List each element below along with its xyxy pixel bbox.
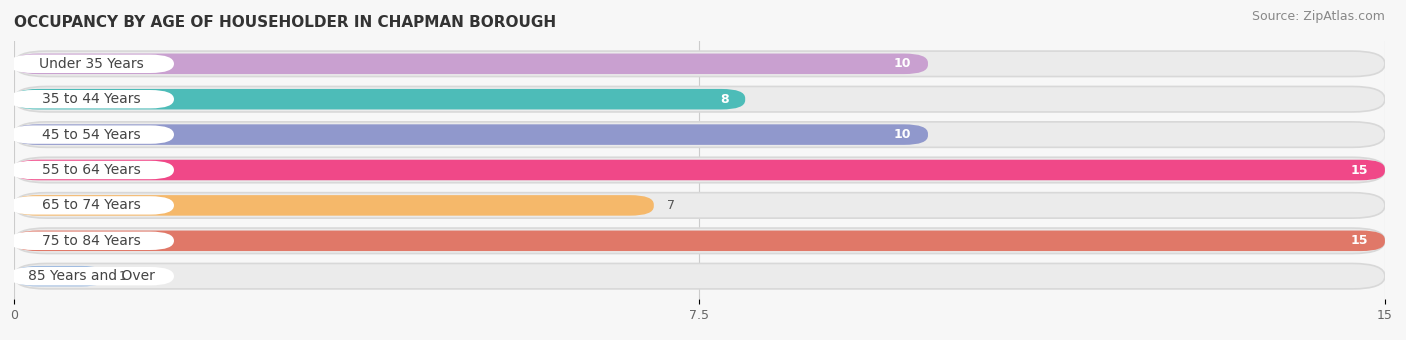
FancyBboxPatch shape — [14, 160, 1385, 180]
FancyBboxPatch shape — [10, 90, 174, 108]
FancyBboxPatch shape — [14, 53, 928, 74]
Text: Under 35 Years: Under 35 Years — [39, 57, 145, 71]
FancyBboxPatch shape — [14, 266, 105, 287]
Text: 10: 10 — [894, 128, 911, 141]
Text: 85 Years and Over: 85 Years and Over — [28, 269, 155, 283]
FancyBboxPatch shape — [14, 231, 1385, 251]
FancyBboxPatch shape — [10, 55, 174, 73]
Text: 15: 15 — [1351, 164, 1368, 176]
FancyBboxPatch shape — [14, 124, 928, 145]
Text: Source: ZipAtlas.com: Source: ZipAtlas.com — [1251, 10, 1385, 23]
FancyBboxPatch shape — [14, 122, 1385, 147]
FancyBboxPatch shape — [14, 193, 1385, 218]
FancyBboxPatch shape — [14, 157, 1385, 183]
Text: 15: 15 — [1351, 234, 1368, 247]
FancyBboxPatch shape — [10, 196, 174, 215]
Text: 75 to 84 Years: 75 to 84 Years — [42, 234, 141, 248]
Text: 8: 8 — [720, 93, 728, 106]
Text: 7: 7 — [668, 199, 675, 212]
FancyBboxPatch shape — [10, 232, 174, 250]
FancyBboxPatch shape — [14, 195, 654, 216]
Text: 10: 10 — [894, 57, 911, 70]
FancyBboxPatch shape — [10, 267, 174, 285]
FancyBboxPatch shape — [14, 89, 745, 109]
FancyBboxPatch shape — [10, 125, 174, 144]
FancyBboxPatch shape — [14, 86, 1385, 112]
FancyBboxPatch shape — [14, 264, 1385, 289]
Text: 55 to 64 Years: 55 to 64 Years — [42, 163, 141, 177]
Text: 1: 1 — [120, 270, 127, 283]
Text: 45 to 54 Years: 45 to 54 Years — [42, 128, 141, 141]
FancyBboxPatch shape — [14, 228, 1385, 254]
Text: 35 to 44 Years: 35 to 44 Years — [42, 92, 141, 106]
Text: OCCUPANCY BY AGE OF HOUSEHOLDER IN CHAPMAN BOROUGH: OCCUPANCY BY AGE OF HOUSEHOLDER IN CHAPM… — [14, 15, 557, 30]
Text: 65 to 74 Years: 65 to 74 Years — [42, 199, 141, 212]
FancyBboxPatch shape — [10, 161, 174, 179]
FancyBboxPatch shape — [14, 51, 1385, 76]
